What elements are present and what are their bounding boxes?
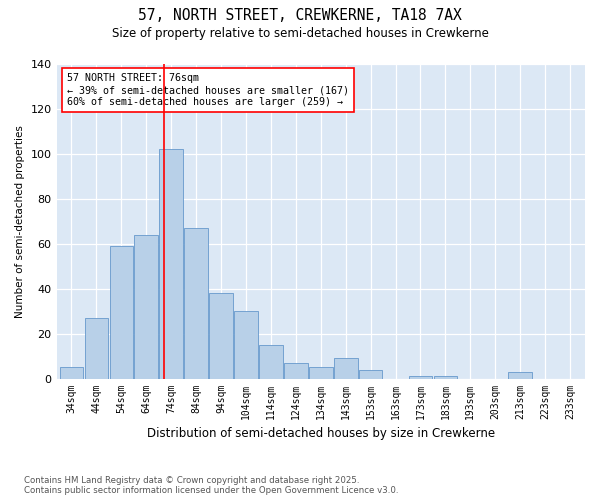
Bar	[110, 246, 133, 378]
Bar	[209, 293, 233, 378]
Text: Size of property relative to semi-detached houses in Crewkerne: Size of property relative to semi-detach…	[112, 28, 488, 40]
X-axis label: Distribution of semi-detached houses by size in Crewkerne: Distribution of semi-detached houses by …	[147, 427, 495, 440]
Bar	[160, 150, 183, 378]
Bar	[284, 363, 308, 378]
Bar	[234, 311, 258, 378]
Bar	[59, 368, 83, 378]
Text: 57 NORTH STREET: 76sqm
← 39% of semi-detached houses are smaller (167)
60% of se: 57 NORTH STREET: 76sqm ← 39% of semi-det…	[67, 74, 349, 106]
Bar	[359, 370, 382, 378]
Y-axis label: Number of semi-detached properties: Number of semi-detached properties	[15, 125, 25, 318]
Bar	[309, 368, 332, 378]
Bar	[334, 358, 358, 378]
Bar	[409, 376, 433, 378]
Bar	[85, 318, 108, 378]
Text: 57, NORTH STREET, CREWKERNE, TA18 7AX: 57, NORTH STREET, CREWKERNE, TA18 7AX	[138, 8, 462, 22]
Bar	[259, 345, 283, 378]
Bar	[434, 376, 457, 378]
Bar	[508, 372, 532, 378]
Bar	[184, 228, 208, 378]
Text: Contains HM Land Registry data © Crown copyright and database right 2025.
Contai: Contains HM Land Registry data © Crown c…	[24, 476, 398, 495]
Bar	[134, 235, 158, 378]
